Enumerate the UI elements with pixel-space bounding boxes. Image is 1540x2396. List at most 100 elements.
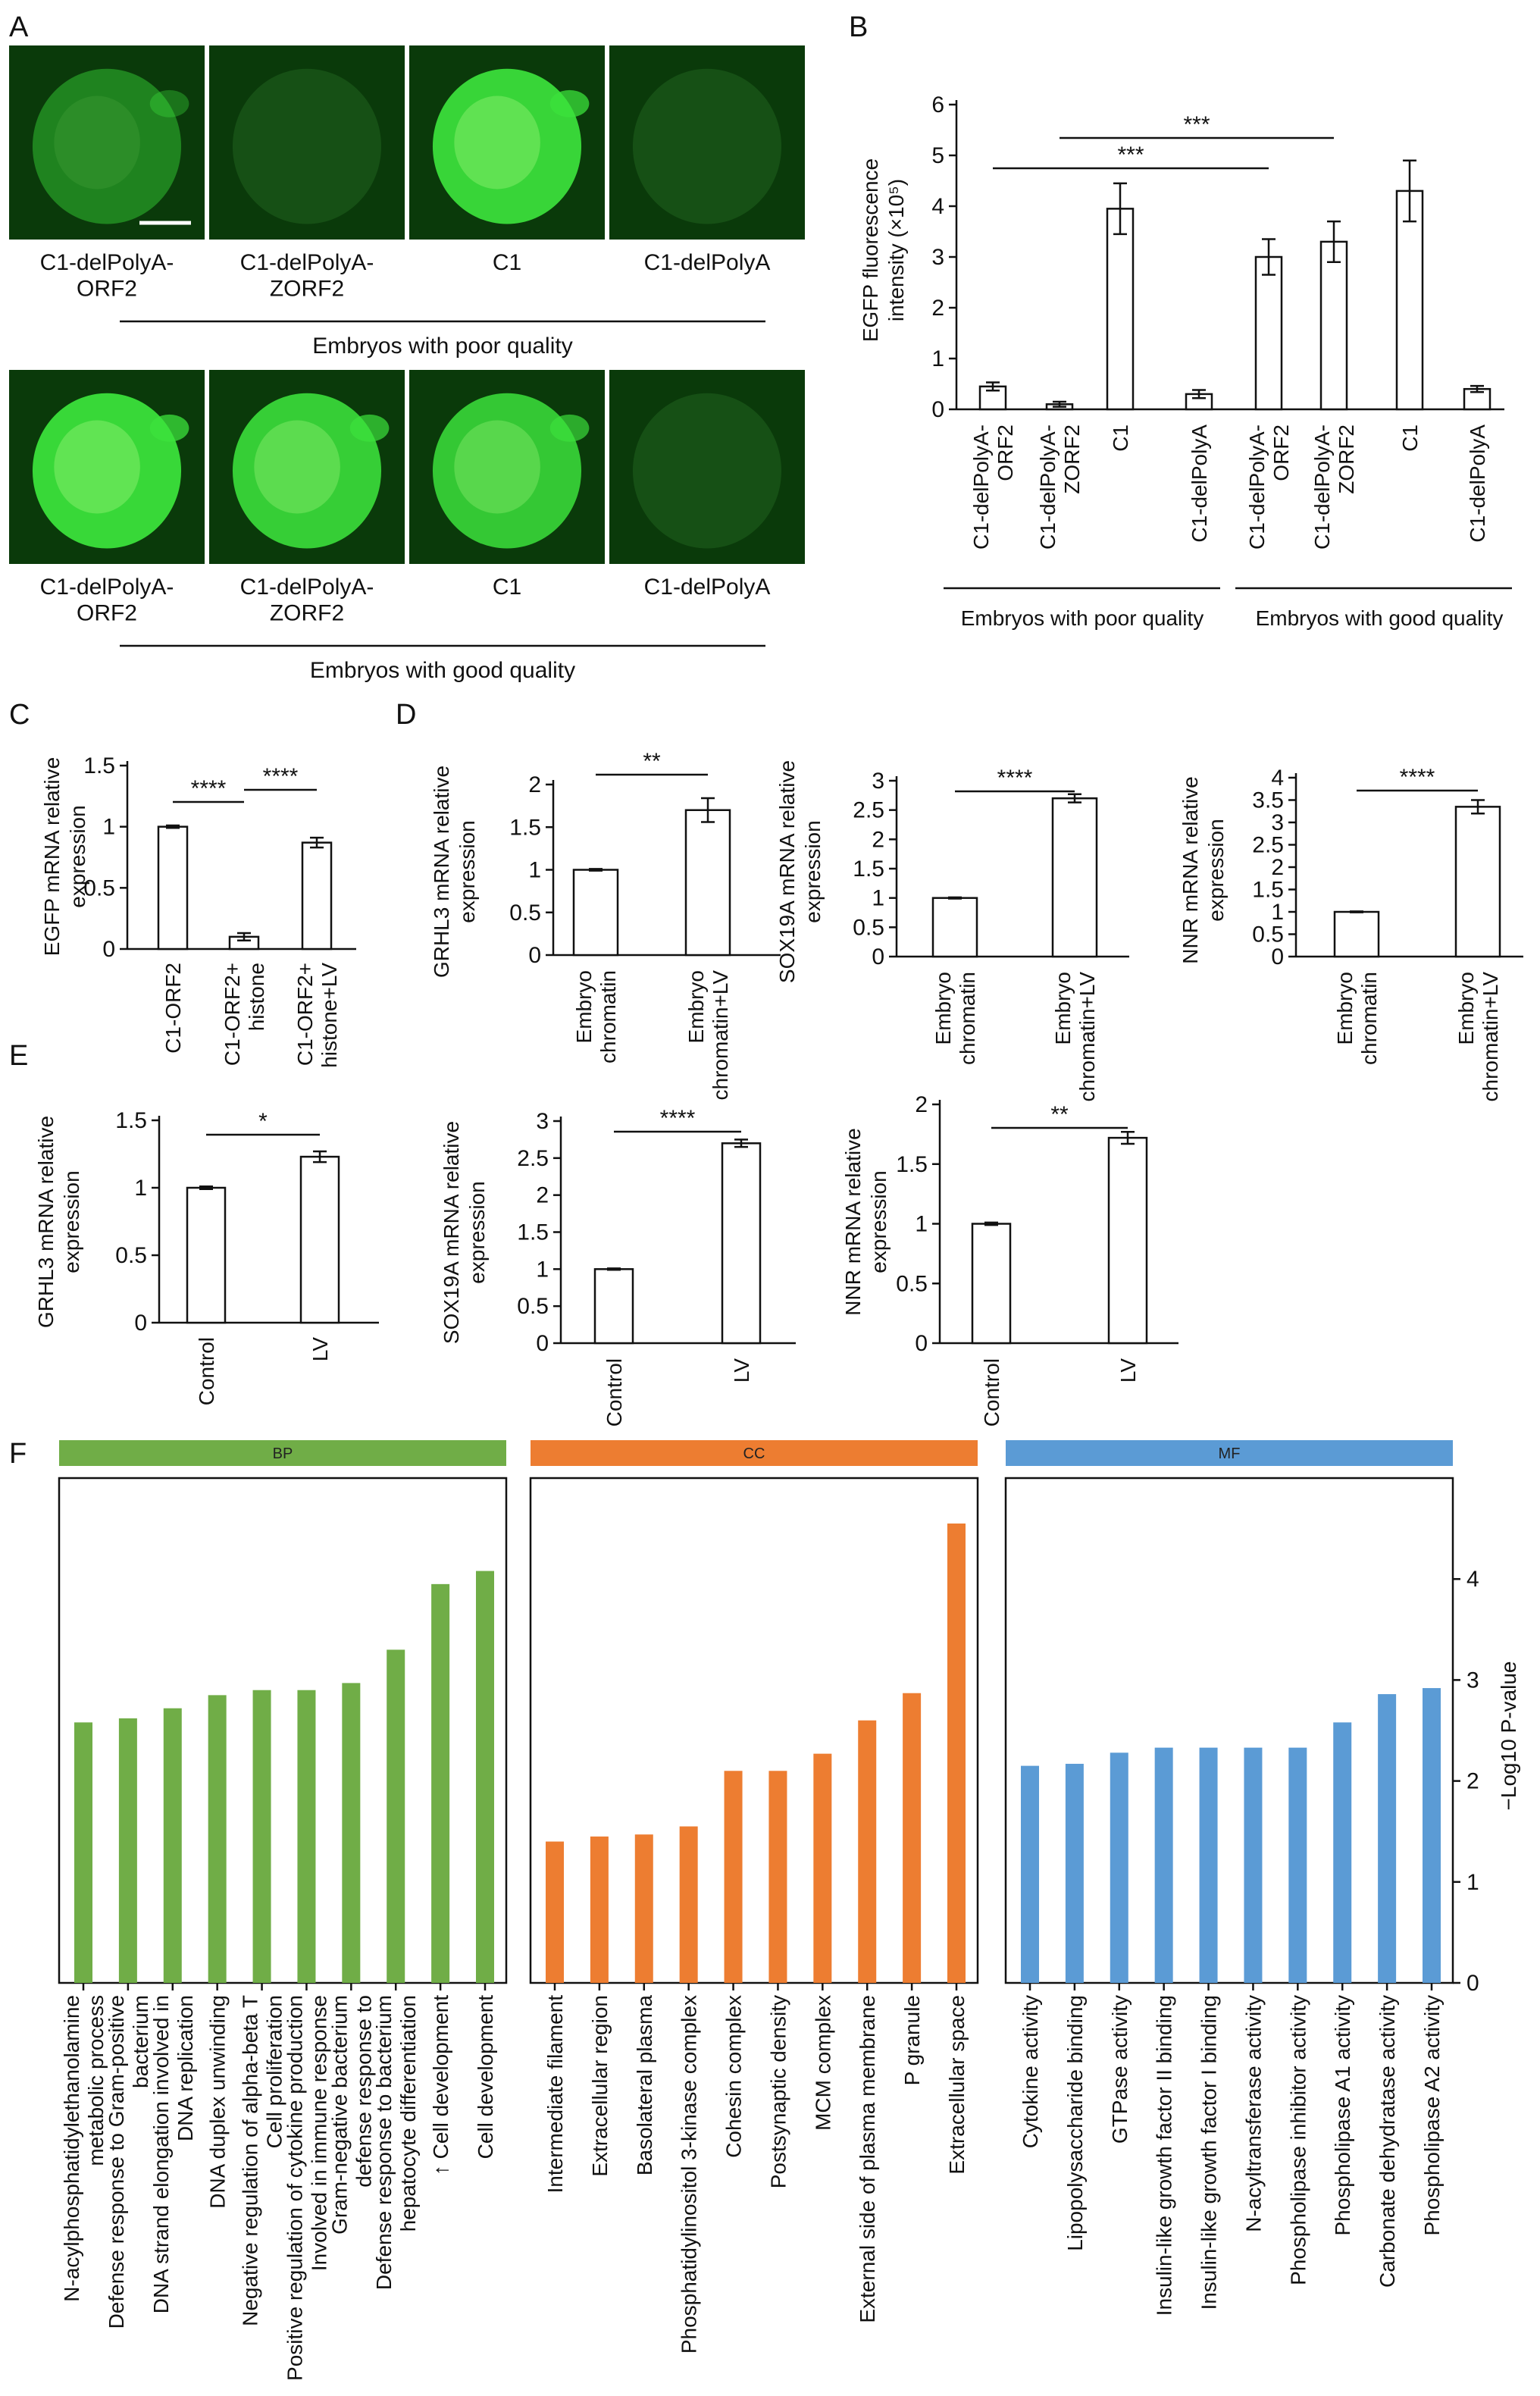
bar	[387, 1649, 405, 1983]
y-tick-label: 1	[536, 1257, 549, 1282]
category-label: chromatin	[596, 970, 620, 1063]
bar	[1107, 1136, 1148, 1345]
micrograph	[609, 370, 805, 564]
micrograph-caption: C1-delPolyA-ORF2	[40, 575, 174, 626]
significance-stars: *	[258, 1109, 268, 1134]
embryo-fluorescence	[432, 68, 582, 224]
group-caption: Embryos with good quality	[310, 658, 575, 683]
facet-strip-label: CC	[743, 1445, 765, 1462]
y-tick-label: 0.5	[83, 875, 115, 900]
y-tick-label: 0	[536, 1331, 549, 1356]
category-label: Phosphatidylinositol 3-kinase complex	[678, 1995, 701, 2354]
y-tick-label: 1	[931, 346, 944, 371]
micrograph	[609, 45, 805, 240]
significance-stars: ****	[263, 764, 299, 789]
category-label: Control	[195, 1337, 218, 1405]
y-axis-label: SOX19A mRNA relative expression	[440, 1121, 489, 1344]
bar	[118, 1718, 137, 1983]
y-tick-label: 0	[1466, 1971, 1479, 1996]
category-label: Embryo	[1454, 972, 1478, 1045]
bar	[1319, 240, 1348, 411]
panel-label-f: F	[9, 1438, 27, 1470]
y-axis-label: EGFP mRNA relative expression	[40, 757, 89, 956]
bar	[1254, 255, 1283, 411]
y-tick-label: 3	[872, 769, 884, 794]
embryo-faint	[232, 68, 382, 224]
y-tick-label: 1	[1271, 900, 1284, 925]
y-tick-label: 1.5	[853, 857, 884, 882]
y-axis-label: NNR mRNA relative expression	[1178, 776, 1228, 963]
category-label: Cell development	[474, 1995, 497, 2160]
category-label: hepatocyte differentiation	[396, 1995, 420, 2232]
y-tick-label: 0	[528, 943, 541, 968]
micrograph-background	[9, 45, 205, 240]
bar	[1288, 1747, 1307, 1983]
bar	[1423, 1688, 1441, 1983]
y-axis-label: GRHL3 mRNA relative expression	[430, 766, 479, 978]
facet-strip	[59, 1440, 506, 1466]
significance-stars: ***	[1183, 112, 1210, 137]
embryo-fluorescence	[32, 393, 182, 549]
micrograph	[409, 370, 605, 564]
y-axis-label-line: SOX19A mRNA relative	[440, 1121, 463, 1344]
facet-cc: CC Intermediate filament Extracellular reg…	[529, 1440, 979, 2354]
y-tick-label: 1.5	[896, 1152, 928, 1177]
category-label: C1	[1398, 424, 1422, 452]
y-tick-label: 3	[931, 245, 944, 270]
embryo-fluorescence	[232, 393, 382, 549]
y-tick-label: 1	[102, 815, 115, 840]
bar	[931, 897, 978, 958]
category-label: P granule	[900, 1995, 924, 2085]
category-label: LV	[1116, 1358, 1140, 1383]
category-label: C1-delPolyA-	[1310, 424, 1334, 550]
facet-frame	[1004, 1477, 1454, 1984]
y-axis-label-line: GRHL3 mRNA relative	[34, 1116, 58, 1328]
embryo-highlight	[54, 96, 140, 189]
embryo-fluorescence	[432, 393, 582, 549]
embryo-tail	[349, 414, 390, 442]
category-label: chromatin+LV	[709, 970, 732, 1101]
y-tick-label: 1	[872, 886, 884, 911]
category-label: Involved in immune response	[307, 1995, 330, 2271]
y-tick-label: 4	[1271, 766, 1284, 791]
category-label: LV	[730, 1358, 753, 1383]
category-label: metabolic process	[84, 1995, 108, 2166]
category-label: Gram-negative bacterium	[327, 1995, 351, 2235]
y-axis-label-line: NNR mRNA relative	[1178, 776, 1202, 963]
y-axis-label: EGFP fluorescence intensity (×10⁵)	[859, 158, 908, 342]
y-tick-label: 2	[931, 296, 944, 321]
micrograph-caption: C1-delPolyA	[644, 575, 771, 600]
bar	[1021, 1765, 1039, 1983]
y-tick-label: 2	[528, 772, 541, 797]
bar	[299, 1155, 340, 1324]
y-axis-label-line: expression	[867, 1170, 891, 1273]
y-tick-label: 0.5	[896, 1271, 928, 1296]
y-tick-label: 2.5	[517, 1146, 549, 1171]
y-tick-label: 0.5	[517, 1294, 549, 1319]
bar	[342, 1683, 361, 1983]
bar	[1106, 208, 1135, 411]
category-label: N-acylphosphatidylethanolamine	[60, 1995, 83, 2302]
facet-frame	[58, 1477, 508, 1984]
category-label: Insulin-like growth factor I binding	[1197, 1995, 1221, 2310]
y-tick-label: 1.5	[115, 1108, 147, 1133]
y-tick-label: 1.5	[509, 815, 541, 840]
group-caption: Embryos with good quality	[1256, 606, 1504, 630]
category-label: Cohesin complex	[722, 1995, 746, 2158]
y-tick-label: 1.5	[83, 753, 115, 778]
category-label: defense response to	[352, 1995, 375, 2188]
bar	[163, 1708, 182, 1983]
category-label: ORF2	[994, 424, 1017, 481]
micrograph	[209, 370, 405, 564]
micrograph	[209, 45, 405, 240]
y-tick-label: 0	[1271, 944, 1284, 969]
y-tick-label: 0.5	[853, 915, 884, 940]
y-axis-label-line: EGFP fluorescence	[859, 158, 882, 342]
micrograph	[409, 45, 605, 240]
bar	[971, 1223, 1012, 1345]
y-tick-label: 1	[134, 1176, 147, 1201]
y-tick-label: 2	[872, 827, 884, 852]
y-tick-label: 4	[931, 194, 944, 219]
y-axis-label-line: expression	[465, 1181, 489, 1283]
